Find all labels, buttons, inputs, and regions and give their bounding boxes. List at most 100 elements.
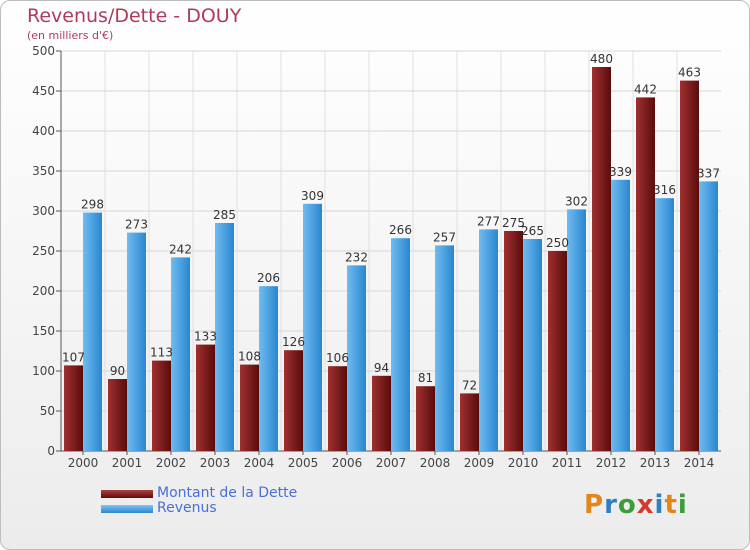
data-label-revenue: 298 — [81, 198, 104, 212]
data-label-debt: 81 — [418, 371, 433, 385]
bar-debt — [416, 386, 435, 451]
y-tick-label: 500 — [32, 44, 55, 58]
bar-revenue — [127, 232, 146, 451]
y-tick-label: 400 — [32, 124, 55, 138]
data-label-revenue: 285 — [213, 208, 236, 222]
bar-debt — [328, 366, 347, 451]
data-label-revenue: 337 — [697, 166, 720, 180]
bar-revenue — [347, 265, 366, 451]
logo-letter: o — [617, 490, 637, 520]
data-label-revenue: 232 — [345, 250, 368, 264]
data-label-debt: 94 — [374, 361, 389, 375]
data-label-debt: 250 — [546, 236, 569, 250]
y-tick-label: 450 — [32, 84, 55, 98]
x-tick-label: 2004 — [244, 456, 275, 470]
data-label-revenue: 277 — [477, 214, 500, 228]
bar-debt — [548, 251, 567, 451]
data-label-revenue: 273 — [125, 218, 148, 232]
data-label-revenue: 206 — [257, 271, 280, 285]
x-tick-label: 2007 — [376, 456, 407, 470]
bar-debt — [64, 365, 83, 451]
data-label-debt: 463 — [678, 66, 701, 80]
y-tick-label: 250 — [32, 244, 55, 258]
data-label-debt: 442 — [634, 82, 657, 96]
x-tick-label: 2012 — [596, 456, 627, 470]
bar-revenue — [171, 257, 190, 451]
logo-letter: r — [604, 490, 618, 520]
legend-swatch-debt — [101, 490, 153, 498]
data-label-revenue: 257 — [433, 230, 456, 244]
bar-revenue — [391, 238, 410, 451]
bar-debt — [592, 67, 611, 451]
bar-debt — [240, 364, 259, 451]
chart-subtitle: (en milliers d'€) — [27, 29, 114, 42]
bar-revenue — [83, 212, 102, 451]
bar-debt — [504, 231, 523, 451]
data-label-debt: 106 — [326, 351, 349, 365]
data-label-debt: 113 — [150, 346, 173, 360]
data-label-debt: 480 — [590, 52, 613, 66]
y-tick-label: 50 — [40, 404, 55, 418]
x-tick-label: 2014 — [684, 456, 715, 470]
chart-title: Revenus/Dette - DOUY — [27, 5, 242, 27]
data-label-revenue: 265 — [521, 224, 544, 238]
data-label-revenue: 242 — [169, 242, 192, 256]
bar-revenue — [523, 239, 542, 451]
y-tick-label: 0 — [47, 444, 55, 458]
bar-debt — [152, 360, 171, 451]
data-label-revenue: 309 — [301, 189, 324, 203]
proxiti-logo: Proxiti — [584, 490, 688, 520]
data-label-debt: 108 — [238, 350, 261, 364]
bar-revenue — [435, 245, 454, 451]
x-tick-label: 2003 — [200, 456, 231, 470]
x-tick-label: 2010 — [508, 456, 539, 470]
x-tick-label: 2001 — [112, 456, 143, 470]
logo-letter: t — [664, 490, 678, 520]
bar-revenue — [303, 203, 322, 451]
logo-letter: i — [677, 490, 688, 520]
x-tick-label: 2002 — [156, 456, 187, 470]
legend-label-debt: Montant de la Dette — [157, 485, 298, 501]
data-label-debt: 90 — [110, 364, 125, 378]
logo-letter: x — [636, 490, 655, 520]
data-label-revenue: 316 — [653, 183, 676, 197]
bar-debt — [372, 375, 391, 451]
bar-revenue — [479, 229, 498, 451]
bar-revenue — [699, 181, 718, 451]
x-tick-label: 2008 — [420, 456, 451, 470]
bar-revenue — [611, 179, 630, 452]
x-tick-label: 2011 — [552, 456, 583, 470]
data-label-debt: 133 — [194, 330, 217, 344]
bar-revenue — [655, 198, 674, 451]
data-label-revenue: 266 — [389, 223, 412, 237]
bar-debt — [680, 80, 699, 451]
bar-debt — [108, 379, 127, 451]
y-tick-label: 150 — [32, 324, 55, 338]
data-label-revenue: 302 — [565, 194, 588, 208]
bar-debt — [284, 350, 303, 451]
bar-debt — [460, 393, 479, 451]
data-label-debt: 275 — [502, 216, 525, 230]
data-label-debt: 72 — [462, 378, 477, 392]
y-tick-label: 300 — [32, 204, 55, 218]
y-tick-label: 100 — [32, 364, 55, 378]
data-label-revenue: 339 — [609, 165, 632, 179]
y-tick-label: 200 — [32, 284, 55, 298]
x-tick-label: 2005 — [288, 456, 319, 470]
logo-letter: i — [654, 490, 665, 520]
data-label-debt: 126 — [282, 335, 305, 349]
bar-debt — [196, 344, 215, 451]
bar-revenue — [259, 286, 278, 451]
legend-swatch-revenue — [101, 505, 153, 513]
bar-revenue — [567, 209, 586, 451]
bar-revenue — [215, 223, 234, 451]
x-tick-label: 2009 — [464, 456, 495, 470]
bar-debt — [636, 97, 655, 452]
x-tick-label: 2000 — [68, 456, 99, 470]
logo-letter: P — [584, 490, 605, 520]
x-tick-label: 2013 — [640, 456, 671, 470]
legend-label-revenue: Revenus — [157, 500, 217, 516]
data-label-debt: 107 — [62, 350, 85, 364]
